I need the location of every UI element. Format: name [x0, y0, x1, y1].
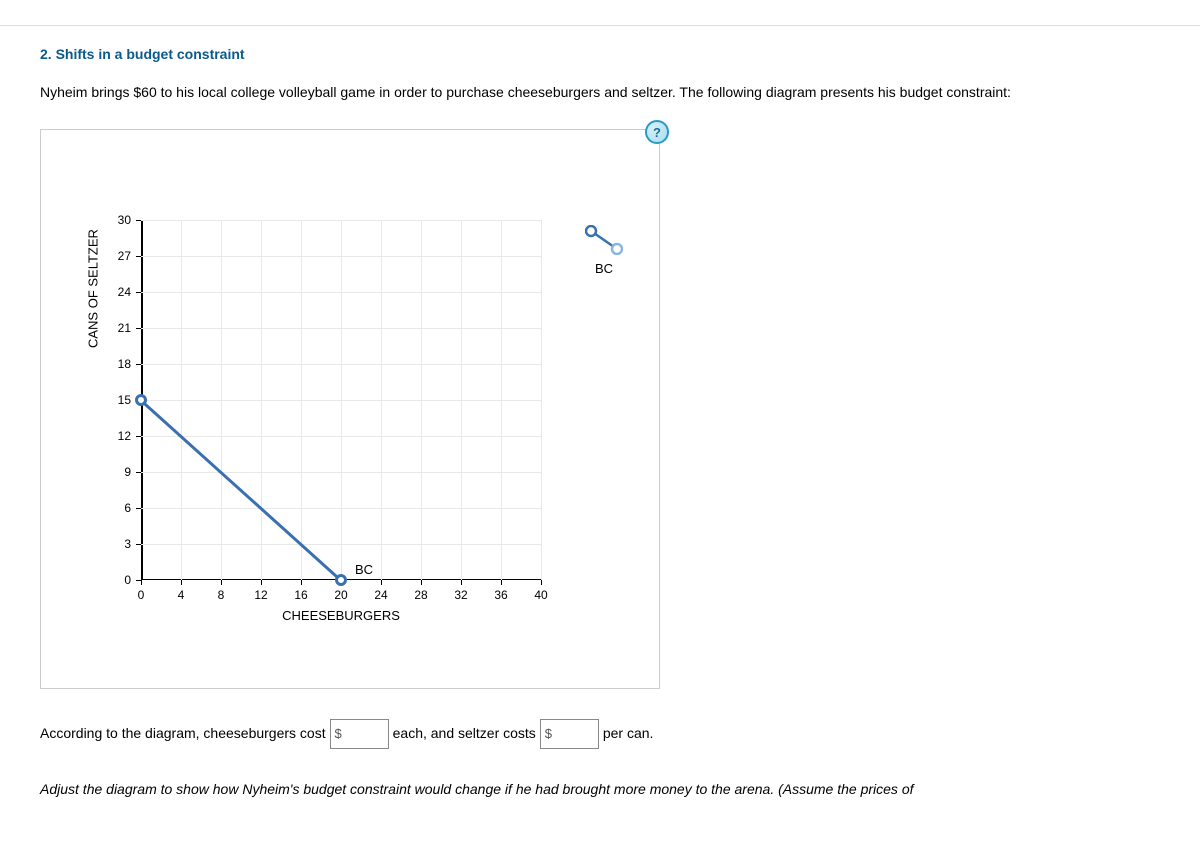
x-tick-label: 8 — [218, 588, 225, 602]
x-tick — [541, 580, 542, 585]
x-tick-label: 16 — [294, 588, 307, 602]
fill-in-question: According to the diagram, cheeseburgers … — [40, 719, 1160, 748]
grid-line-h — [141, 436, 541, 437]
x-tick — [181, 580, 182, 585]
intro-text: Nyheim brings $60 to his local college v… — [40, 80, 1160, 105]
grid-line-h — [141, 472, 541, 473]
chart-plot-area[interactable]: 0481216202428323640036912151821242730CHE… — [141, 220, 541, 580]
y-tick — [136, 580, 141, 581]
grid-line-v — [541, 220, 542, 580]
bc-endpoint-end[interactable] — [335, 574, 347, 586]
x-tick — [461, 580, 462, 585]
y-tick — [136, 328, 141, 329]
y-tick-label: 21 — [118, 321, 131, 335]
x-tick — [501, 580, 502, 585]
x-tick — [421, 580, 422, 585]
instruction-text: Adjust the diagram to show how Nyheim's … — [40, 777, 1160, 802]
x-tick-label: 20 — [334, 588, 347, 602]
y-tick-label: 12 — [118, 429, 131, 443]
y-tick-label: 27 — [118, 249, 131, 263]
y-tick-label: 3 — [124, 537, 131, 551]
x-tick-label: 32 — [454, 588, 467, 602]
grid-line-h — [141, 220, 541, 221]
legend-bc-tool[interactable]: BC — [574, 225, 634, 276]
bc-line-label: BC — [355, 562, 373, 577]
x-tick — [141, 580, 142, 585]
y-tick — [136, 544, 141, 545]
legend-label: BC — [574, 261, 634, 276]
y-tick — [136, 472, 141, 473]
y-tick — [136, 436, 141, 437]
x-tick-label: 40 — [534, 588, 547, 602]
currency-symbol: $ — [335, 726, 342, 741]
question-middle: each, and seltzer costs — [393, 725, 540, 741]
x-tick-label: 4 — [178, 588, 185, 602]
currency-symbol: $ — [545, 726, 552, 741]
question-suffix: per can. — [603, 725, 654, 741]
grid-line-h — [141, 400, 541, 401]
cheeseburger-price-input-wrap: $ — [330, 719, 389, 748]
bc-endpoint-start[interactable] — [135, 394, 147, 406]
y-axis-title: CANS OF SELTZER — [86, 229, 101, 348]
chart-container: ? 0481216202428323640036912151821242730C… — [40, 129, 660, 689]
legend-line-icon — [585, 225, 623, 255]
grid-line-h — [141, 292, 541, 293]
cheeseburger-price-input[interactable] — [342, 725, 384, 742]
question-prefix: According to the diagram, cheeseburgers … — [40, 725, 330, 741]
x-tick-label: 36 — [494, 588, 507, 602]
seltzer-price-input-wrap: $ — [540, 719, 599, 748]
y-tick — [136, 508, 141, 509]
y-tick-label: 24 — [118, 285, 131, 299]
y-tick-label: 0 — [124, 573, 131, 587]
y-tick-label: 30 — [118, 213, 131, 227]
x-tick — [301, 580, 302, 585]
y-tick-label: 9 — [124, 465, 131, 479]
x-axis-title: CHEESEBURGERS — [282, 608, 400, 623]
divider — [0, 25, 1200, 26]
budget-constraint-line[interactable] — [140, 399, 342, 581]
y-tick — [136, 256, 141, 257]
y-tick — [136, 220, 141, 221]
y-tick — [136, 292, 141, 293]
grid-line-h — [141, 544, 541, 545]
x-tick-label: 24 — [374, 588, 387, 602]
y-tick-label: 15 — [118, 393, 131, 407]
grid-line-h — [141, 508, 541, 509]
grid-line-h — [141, 364, 541, 365]
section-title: 2. Shifts in a budget constraint — [40, 46, 1160, 62]
x-tick-label: 12 — [254, 588, 267, 602]
grid-line-h — [141, 328, 541, 329]
seltzer-price-input[interactable] — [552, 725, 594, 742]
y-tick — [136, 364, 141, 365]
x-tick-label: 28 — [414, 588, 427, 602]
x-tick — [261, 580, 262, 585]
grid-line-h — [141, 256, 541, 257]
help-button[interactable]: ? — [645, 120, 669, 144]
x-tick-label: 0 — [138, 588, 145, 602]
x-tick — [221, 580, 222, 585]
y-tick-label: 18 — [118, 357, 131, 371]
x-tick — [381, 580, 382, 585]
y-tick-label: 6 — [124, 501, 131, 515]
